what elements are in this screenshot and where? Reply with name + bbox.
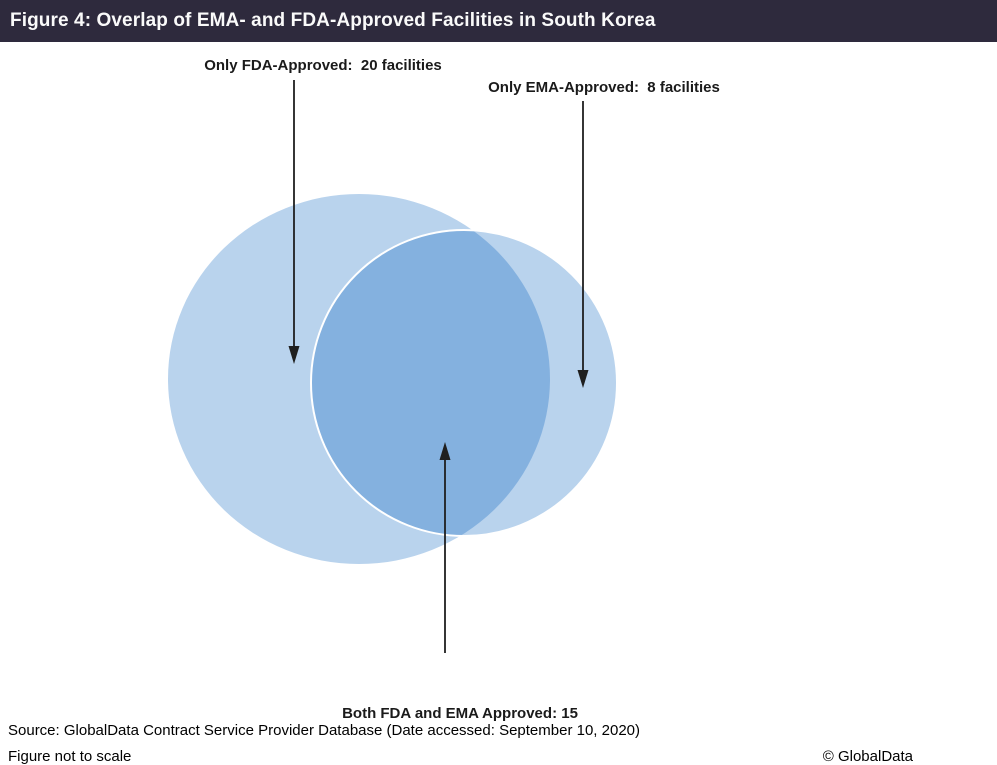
label-both-approved-line1: Both FDA and EMA Approved: 15 <box>342 705 578 722</box>
scale-note: Figure not to scale <box>8 748 132 765</box>
ema-circle-outline <box>310 229 618 537</box>
label-only-fda-approved: Only FDA-Approved: 20 facilities <box>204 57 442 74</box>
label-only-ema-approved: Only EMA-Approved: 8 facilities <box>488 79 720 96</box>
ema-arrow-head <box>577 370 589 388</box>
figure-title: Figure 4: Overlap of EMA- and FDA-Approv… <box>10 10 656 31</box>
both-arrow-head <box>439 442 451 460</box>
fda-arrow-head <box>288 346 300 364</box>
figure-title-bar: Figure 4: Overlap of EMA- and FDA-Approv… <box>0 0 997 42</box>
source-note: Source: GlobalData Contract Service Prov… <box>8 722 640 739</box>
label-both-approved: Both FDA and EMA Approved: 15 Facilities <box>342 659 578 765</box>
copyright-note: © GlobalData <box>822 748 913 765</box>
